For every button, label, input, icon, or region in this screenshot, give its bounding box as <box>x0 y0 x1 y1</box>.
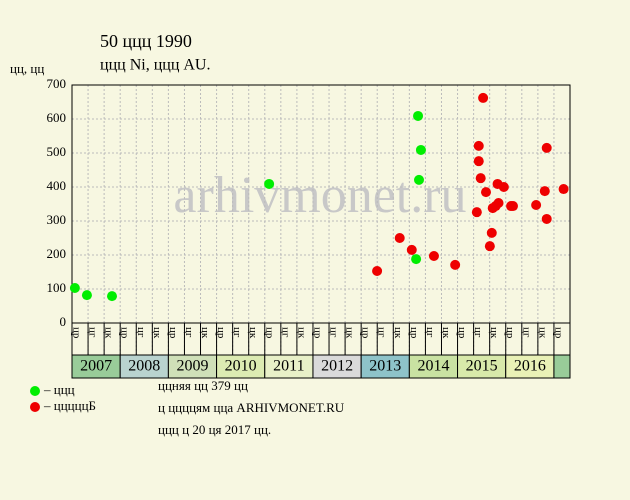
point <box>394 233 405 243</box>
point <box>406 244 417 255</box>
year-label: 2007 <box>80 358 112 375</box>
legend-label: – цццццБ <box>43 398 96 413</box>
legend-label: – ццц <box>43 382 75 397</box>
period-label: цк <box>151 327 163 339</box>
period-label: цг <box>520 327 532 338</box>
note: ццц ц 20 ця 2017 цц. <box>158 422 271 437</box>
year-label: 2010 <box>225 358 257 375</box>
year-label: 2011 <box>273 358 304 375</box>
period-label: цк <box>536 327 548 339</box>
period-label: цг <box>472 327 484 338</box>
chart-subtitle: ццц Ni, ццц AU. <box>100 57 210 74</box>
period-label: цг <box>231 327 243 338</box>
point <box>428 251 439 262</box>
y-tick-label: 400 <box>47 178 67 193</box>
period-label: цр <box>552 327 564 339</box>
year-label: 2014 <box>417 358 449 375</box>
point <box>107 291 118 302</box>
period-label: цр <box>311 327 323 339</box>
period-label: цр <box>119 327 131 339</box>
point <box>81 290 92 301</box>
point <box>498 182 509 192</box>
point <box>471 207 482 218</box>
y-tick-label: 700 <box>47 76 67 91</box>
chart-title: 50 ццц 1990 <box>100 31 192 51</box>
period-label: цк <box>295 327 307 339</box>
point <box>480 187 491 198</box>
period-label: цр <box>263 327 275 339</box>
period-label: цр <box>408 327 420 339</box>
point <box>413 110 424 121</box>
note: ц ццццям цца ARHIVMONET.RU <box>158 400 345 415</box>
year-label: 2012 <box>321 358 353 375</box>
legend-marker <box>30 386 40 396</box>
point <box>541 142 552 153</box>
point <box>539 186 550 197</box>
point <box>264 178 275 189</box>
period-label: цк <box>488 327 500 339</box>
period-label: цк <box>247 327 259 339</box>
watermark: arhivmonet.ru <box>173 167 466 224</box>
y-tick-label: 500 <box>47 144 67 159</box>
period-label: цг <box>183 327 195 338</box>
period-label: цг <box>424 327 436 338</box>
point <box>558 184 569 195</box>
period-label: цк <box>344 327 356 339</box>
point <box>414 174 425 185</box>
point <box>372 265 383 276</box>
year-label: 2009 <box>176 358 208 375</box>
point <box>415 144 426 155</box>
year-label: 2016 <box>514 358 546 375</box>
y-axis-label: цц, цц <box>10 61 44 76</box>
year-cell <box>553 354 571 379</box>
period-label: цр <box>360 327 372 339</box>
period-label: цк <box>103 327 115 339</box>
note: ццняя цц 379 цц <box>158 378 248 393</box>
period-label: цр <box>71 327 83 339</box>
period-label: цр <box>504 327 516 339</box>
period-label: цр <box>456 327 468 339</box>
point <box>450 259 461 270</box>
period-label: цг <box>328 327 340 338</box>
point <box>486 227 497 238</box>
period-label: цк <box>392 327 404 339</box>
point <box>473 156 484 167</box>
y-tick-label: 200 <box>47 246 67 261</box>
period-label: цр <box>215 327 227 339</box>
point <box>531 200 542 211</box>
period-label: цг <box>279 327 291 338</box>
year-label: 2008 <box>128 358 160 375</box>
period-label: цк <box>199 327 211 339</box>
point <box>478 92 489 103</box>
year-label: 2015 <box>466 358 498 375</box>
point <box>475 173 486 184</box>
point <box>473 140 484 151</box>
period-label: цг <box>87 327 99 338</box>
period-label: цг <box>135 327 147 338</box>
point <box>507 201 518 212</box>
legend-marker <box>30 402 40 412</box>
point <box>411 254 422 265</box>
y-tick-label: 300 <box>47 212 67 227</box>
point <box>69 282 80 293</box>
period-label: цк <box>440 327 452 339</box>
period-label: цг <box>376 327 388 338</box>
y-tick-label: 0 <box>60 314 67 329</box>
y-tick-label: 100 <box>47 280 67 295</box>
period-label: цр <box>167 327 179 339</box>
y-tick-label: 600 <box>47 110 67 125</box>
point <box>493 197 504 208</box>
point <box>541 213 552 224</box>
point <box>484 241 495 252</box>
year-label: 2013 <box>369 358 401 375</box>
